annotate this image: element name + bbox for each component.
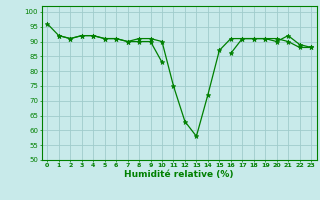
X-axis label: Humidité relative (%): Humidité relative (%) bbox=[124, 170, 234, 179]
